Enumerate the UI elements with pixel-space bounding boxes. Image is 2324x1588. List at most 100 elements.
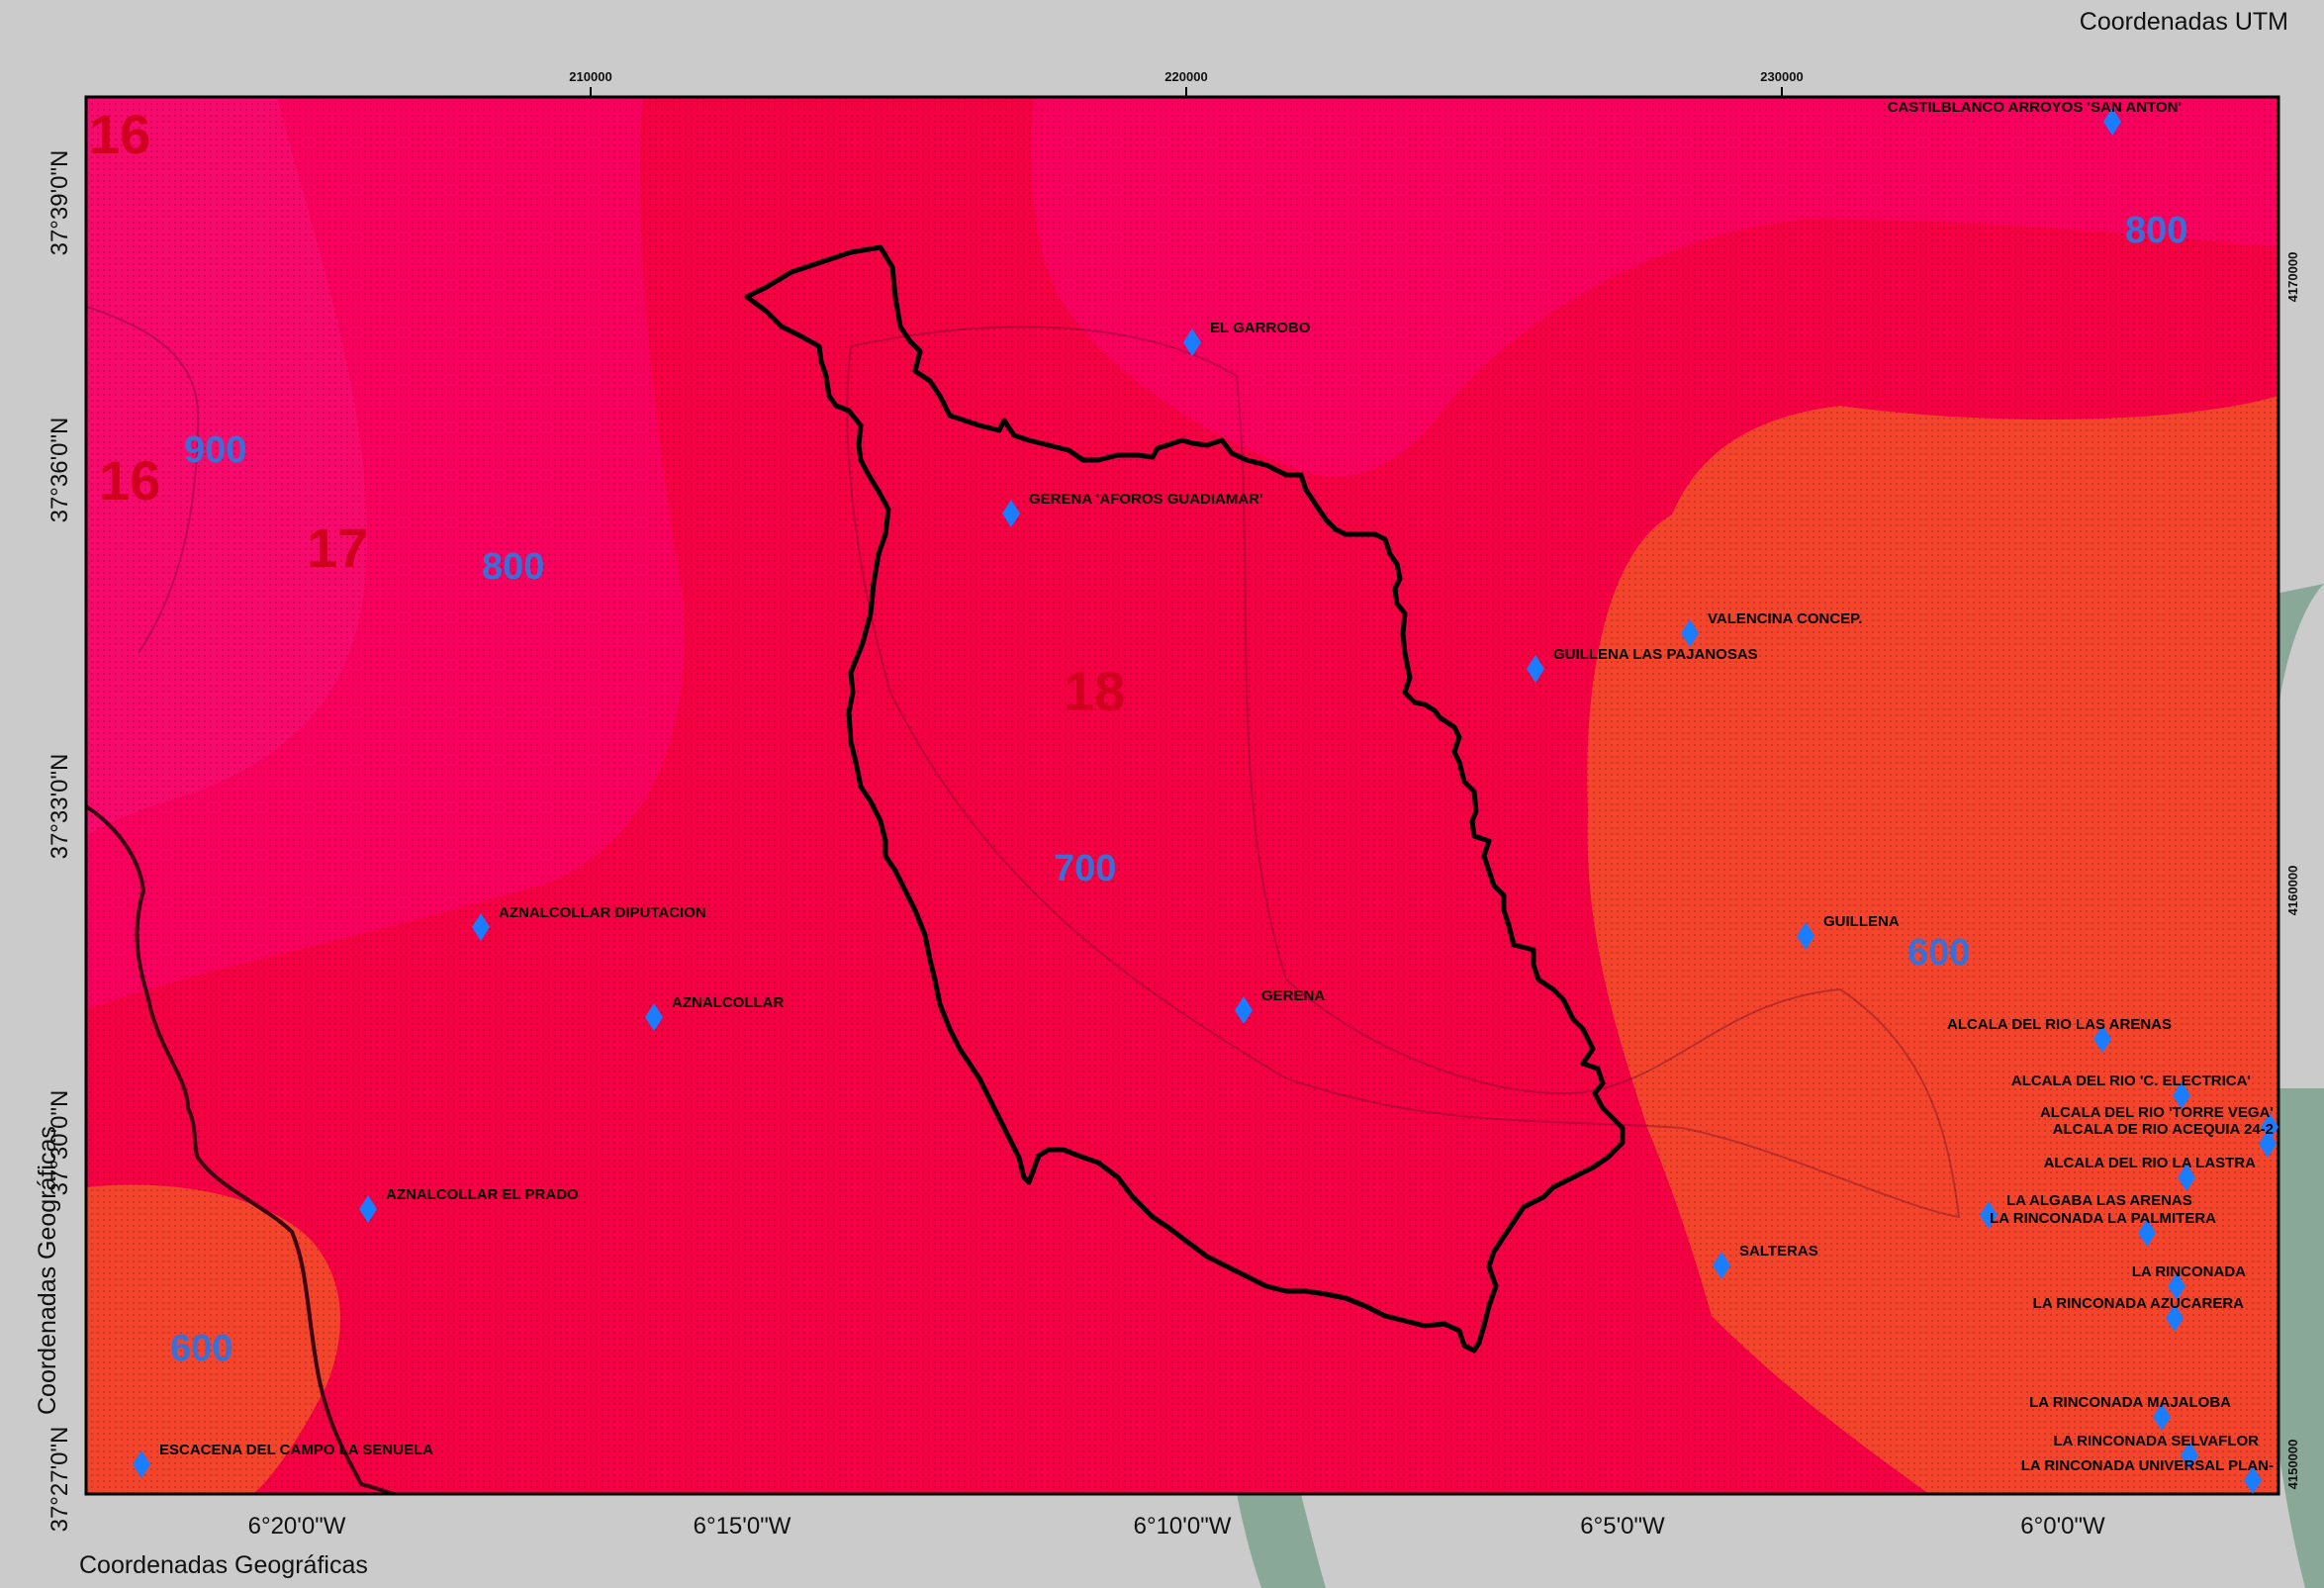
station: CASTILBLANCO ARROYOS 'SAN ANTON' bbox=[1888, 99, 2182, 136]
station-label: ALCALA DEL RIO 'C. ELECTRICA' bbox=[2011, 1073, 2251, 1089]
station-label: LA RINCONADA bbox=[2132, 1263, 2246, 1280]
station-marker-icon bbox=[1713, 1252, 1730, 1279]
station: GUILLENA bbox=[1797, 913, 1900, 950]
utm-x-label: 230000 bbox=[1760, 69, 1803, 84]
decor-swoosh-1 bbox=[2276, 584, 2324, 752]
utm-x-label: 220000 bbox=[1164, 69, 1207, 84]
station-marker-icon bbox=[359, 1195, 377, 1223]
station-label: GUILLENA bbox=[1823, 913, 1900, 930]
station: SALTERAS bbox=[1713, 1243, 1818, 1279]
station: ESCACENA DEL CAMPO LA SENUELA bbox=[133, 1442, 433, 1478]
station-label: AZNALCOLLAR DIPUTACION bbox=[499, 904, 706, 921]
station-marker-icon bbox=[2138, 1219, 2156, 1247]
station-label: GUILLENA LAS PAJANOSAS bbox=[1553, 646, 1758, 663]
station-marker-icon bbox=[1527, 655, 1544, 683]
station: AZNALCOLLAR EL PRADO bbox=[359, 1186, 579, 1223]
precip-label: 600 bbox=[1907, 932, 1970, 974]
station-label: LA RINCONADA LA PALMITERA bbox=[1990, 1210, 2216, 1227]
geo-axis-title-bottom: Coordenadas Geográficas bbox=[79, 1551, 368, 1579]
station: LA RINCONADA SELVAFLOR bbox=[2054, 1433, 2260, 1469]
station: ALCALA DE RIO ACEQUIA 24-2 bbox=[2053, 1121, 2277, 1158]
station-label: VALENCINA CONCEP. bbox=[1708, 610, 1862, 627]
station-label: EL GARROBO bbox=[1210, 320, 1311, 336]
station-marker-icon bbox=[2093, 1025, 2111, 1053]
station: LA RINCONADA UNIVERSAL PLAN- bbox=[2021, 1457, 2274, 1494]
station-label: ALCALA DEL RIO 'TORRE VEGA' bbox=[2040, 1104, 2274, 1121]
station: LA RINCONADA bbox=[2132, 1263, 2246, 1300]
lon-label: 6°20'0"W bbox=[248, 1513, 346, 1540]
station: LA ALGABA LAS ARENAS bbox=[1980, 1192, 2192, 1229]
station: EL GARROBO bbox=[1183, 320, 1311, 356]
station-marker-icon bbox=[645, 1003, 663, 1031]
lat-label: 37°27'0"N bbox=[46, 1427, 73, 1533]
station-label: LA RINCONADA AZUCARERA bbox=[2033, 1295, 2244, 1312]
lat-label: 37°39'0"N bbox=[46, 150, 73, 256]
stations: CASTILBLANCO ARROYOS 'SAN ANTON' EL GARRO… bbox=[133, 99, 2278, 1494]
station: ALCALA DEL RIO LA LASTRA bbox=[2044, 1155, 2257, 1191]
utm-x-labels: 210000 220000 230000 bbox=[569, 69, 1804, 97]
lat-label: 37°36'0"N bbox=[46, 418, 73, 523]
temp-label: 18 bbox=[1064, 660, 1125, 722]
precip-label: 800 bbox=[482, 546, 544, 588]
precipitation-labels: 900 800 700 600 600 800 bbox=[170, 210, 2187, 1369]
station: AZNALCOLLAR DIPUTACION bbox=[472, 904, 706, 941]
decor-swoosh-3 bbox=[1237, 1494, 1326, 1588]
temp-label: 17 bbox=[307, 516, 368, 579]
geo-axis-title-left: Coordenadas Geográficas bbox=[34, 1126, 61, 1415]
station-marker-icon bbox=[1002, 500, 1020, 527]
precip-label: 700 bbox=[1054, 848, 1116, 889]
station-label: LA RINCONADA SELVAFLOR bbox=[2054, 1433, 2260, 1449]
station-marker-icon bbox=[2173, 1081, 2190, 1109]
lat-labels: 37°39'0"N 37°36'0"N 37°33'0"N 37°30'0"N … bbox=[46, 150, 73, 1533]
utm-axis-title: Coordenadas UTM bbox=[2079, 8, 2288, 36]
precip-label: 600 bbox=[170, 1328, 232, 1369]
utm-y-labels: 4170000 4160000 4150000 bbox=[2285, 252, 2300, 1490]
map-frame bbox=[86, 97, 2278, 1494]
decor-swoosh-2 bbox=[2266, 1088, 2324, 1588]
station-label: GERENA bbox=[1261, 987, 1325, 1004]
station-label: LA RINCONADA UNIVERSAL PLAN- bbox=[2021, 1457, 2274, 1474]
station: LA RINCONADA LA PALMITERA bbox=[1990, 1210, 2216, 1247]
station-marker-icon bbox=[2244, 1466, 2262, 1494]
utm-x-label: 210000 bbox=[569, 69, 611, 84]
station: AZNALCOLLAR bbox=[645, 994, 784, 1031]
station-label: ALCALA DEL RIO LAS ARENAS bbox=[1947, 1016, 2172, 1033]
station-marker-icon bbox=[133, 1450, 150, 1478]
station: GERENA bbox=[1235, 987, 1325, 1024]
basin-outline bbox=[744, 244, 1626, 1354]
station-marker-icon bbox=[2181, 1442, 2198, 1469]
station-label: GERENA 'AFOROS GUADIAMAR' bbox=[1029, 491, 1263, 508]
station-label: ESCACENA DEL CAMPO LA SENUELA bbox=[159, 1442, 433, 1458]
station-marker-icon bbox=[2259, 1130, 2277, 1158]
station-label: ALCALA DEL RIO LA LASTRA bbox=[2044, 1155, 2257, 1171]
station-label: CASTILBLANCO ARROYOS 'SAN ANTON' bbox=[1888, 99, 2182, 116]
station-marker-icon bbox=[2166, 1304, 2184, 1332]
station: ALCALA DEL RIO 'C. ELECTRICA' bbox=[2011, 1073, 2251, 1109]
station-marker-icon bbox=[1183, 328, 1201, 356]
station: ALCALA DEL RIO LAS ARENAS bbox=[1947, 1016, 2172, 1053]
lon-label: 6°15'0"W bbox=[694, 1513, 791, 1540]
precip-label: 800 bbox=[2125, 210, 2187, 251]
station-marker-icon bbox=[1797, 922, 1814, 950]
lat-label: 37°33'0"N bbox=[46, 754, 73, 860]
station-label: LA ALGABA LAS ARENAS bbox=[2006, 1192, 2192, 1209]
lon-label: 6°5'0"W bbox=[1580, 1513, 1665, 1540]
lon-labels: 6°20'0"W 6°15'0"W 6°10'0"W 6°5'0"W 6°0'0… bbox=[248, 1513, 2105, 1540]
station: VALENCINA CONCEP. bbox=[1681, 610, 1862, 647]
station-marker-icon bbox=[472, 913, 490, 941]
precip-label: 900 bbox=[184, 429, 246, 471]
lat-label: 37°30'0"N bbox=[46, 1090, 73, 1196]
utm-y-label: 4150000 bbox=[2285, 1440, 2300, 1490]
map-border bbox=[84, 95, 2280, 1496]
temperature-labels: 16 16 17 18 bbox=[89, 103, 1125, 722]
station-marker-icon bbox=[1980, 1201, 1998, 1229]
municipal-boundary bbox=[86, 804, 397, 1494]
station-marker-icon bbox=[2153, 1403, 2171, 1431]
station: LA RINCONADA AZUCARERA bbox=[2033, 1295, 2244, 1332]
utm-y-label: 4170000 bbox=[2285, 252, 2300, 303]
station-label: ALCALA DE RIO ACEQUIA 24-2 bbox=[2053, 1121, 2274, 1138]
temp-label: 16 bbox=[99, 449, 160, 512]
station-marker-icon bbox=[2103, 108, 2121, 136]
